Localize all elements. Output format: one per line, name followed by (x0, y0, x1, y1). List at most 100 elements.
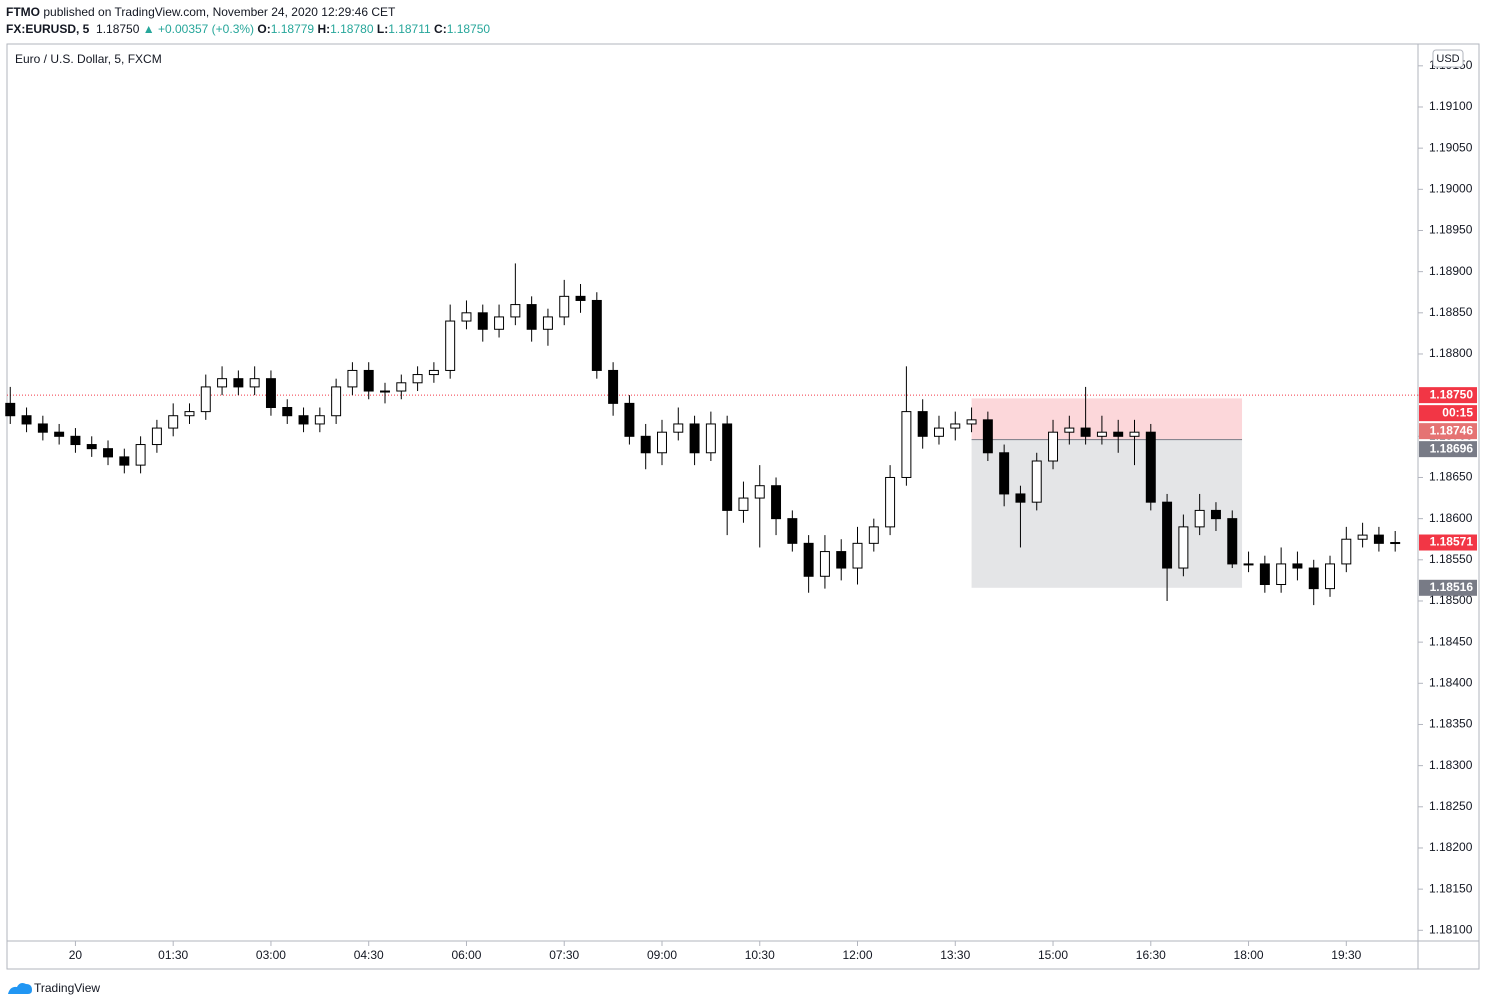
x-tick-label: 19:30 (1331, 948, 1361, 962)
candle-body (54, 431, 65, 437)
x-tick-label: 01:30 (158, 948, 188, 962)
candle-body (21, 415, 32, 425)
symbol: FX:EURUSD, 5 (6, 22, 90, 36)
price-label: 1.18696 (1419, 441, 1477, 458)
x-tick-label: 10:30 (745, 948, 775, 962)
candle-body (1048, 431, 1059, 462)
candle-body (1373, 534, 1384, 544)
candle-body (673, 423, 684, 433)
ohlc-value: 1.18711 (388, 22, 431, 36)
candle-body (1341, 538, 1352, 565)
candle-body (803, 542, 814, 577)
y-tick-label: 1.19050 (1429, 140, 1473, 154)
price-label-box (1419, 405, 1477, 422)
x-tick-label: 07:30 (549, 948, 579, 962)
price-label: 1.18746 (1419, 423, 1477, 440)
candle-body (966, 419, 977, 425)
candle-body (298, 415, 309, 425)
candle-body (982, 419, 993, 454)
candle-body (738, 497, 749, 511)
candle-body (37, 423, 48, 433)
candle-body (314, 415, 325, 425)
y-tick-label: 1.18500 (1429, 593, 1473, 607)
candle-body (1259, 563, 1270, 586)
candle-body (412, 374, 423, 384)
candle-body (722, 423, 733, 511)
candle-body (1096, 431, 1107, 437)
candle-body (591, 299, 602, 371)
x-tick-label: 12:00 (842, 948, 872, 962)
candle-body (363, 369, 374, 392)
y-tick-label: 1.18400 (1429, 675, 1473, 689)
candle-body (575, 295, 586, 301)
ohlc-key: L: (376, 22, 389, 36)
ohlc-value: 1.18779 (270, 22, 315, 36)
x-tick-label: 16:30 (1136, 948, 1166, 962)
candle-body (347, 369, 358, 388)
candle-body (282, 406, 293, 417)
price-label-text: 1.18746 (1430, 423, 1474, 437)
candle-body (771, 485, 782, 520)
y-tick-label: 1.18100 (1429, 922, 1473, 936)
candle-body (1031, 460, 1042, 503)
candle-body (428, 369, 439, 376)
chart-title: Euro / U.S. Dollar, 5, FXCM (15, 52, 162, 66)
candle-body (119, 456, 130, 466)
candle-body (200, 386, 211, 413)
candle-body (950, 423, 961, 429)
candle-body (461, 312, 472, 322)
candle-body (331, 386, 342, 417)
candle-body (70, 435, 81, 446)
price-label-text: 1.18571 (1430, 535, 1474, 549)
candle-body (135, 444, 146, 466)
candle-body (885, 476, 896, 528)
candle-body (184, 411, 195, 417)
chart-frame (6, 43, 1480, 970)
price-label-text: 1.18696 (1430, 441, 1474, 455)
candle-body (787, 518, 798, 544)
candle-body (1178, 526, 1189, 569)
candle-body (689, 423, 700, 454)
candle-body (1064, 427, 1075, 433)
candle-body (1145, 431, 1156, 503)
candle-body (640, 435, 651, 454)
y-tick-label: 1.18600 (1429, 511, 1473, 525)
x-tick-label: 06:00 (451, 948, 481, 962)
candle-body (1227, 518, 1238, 565)
last-price: 1.18750 (96, 22, 140, 36)
ohlc-key: C: (434, 22, 447, 36)
candle-body (396, 382, 407, 392)
brand: TradingView (34, 981, 100, 995)
x-tick-label: 18:00 (1234, 948, 1264, 962)
candle-body (168, 415, 179, 429)
candle-body (1194, 509, 1205, 528)
candle-body (559, 295, 570, 318)
candle-body (1080, 427, 1091, 437)
x-tick-label: 09:00 (647, 948, 677, 962)
candle-body (852, 542, 863, 569)
symbol-line: FX:EURUSD, 5 1.18750 ▲ +0.00357 (+0.3%) … (6, 22, 493, 36)
candle-body (265, 378, 276, 408)
candle-body (836, 551, 847, 569)
price-label-box (1419, 441, 1477, 458)
y-tick-label: 1.18900 (1429, 264, 1473, 278)
candle-body (657, 431, 667, 454)
candle-body (1357, 534, 1368, 540)
published: published on TradingView.com, November 2… (43, 5, 396, 19)
candle-body (249, 378, 260, 388)
publish-line: FTMO published on TradingView.com, Novem… (6, 5, 395, 19)
ohlc: O:1.18779 H:1.18780 L:1.18711 C:1.18750 (257, 22, 493, 36)
candle-body (233, 378, 244, 388)
y-tick-label: 1.18350 (1429, 717, 1473, 731)
candle-body (526, 304, 537, 330)
candle-body (217, 378, 228, 388)
candle-body (933, 427, 944, 437)
price-label-box (1419, 387, 1477, 404)
candle-body (103, 448, 113, 458)
candle-body (1325, 563, 1335, 590)
candle-body (542, 316, 553, 330)
price-label: 1.18516 (1419, 579, 1477, 596)
currency-box (1432, 49, 1464, 68)
y-tick-label: 1.19100 (1429, 99, 1473, 113)
